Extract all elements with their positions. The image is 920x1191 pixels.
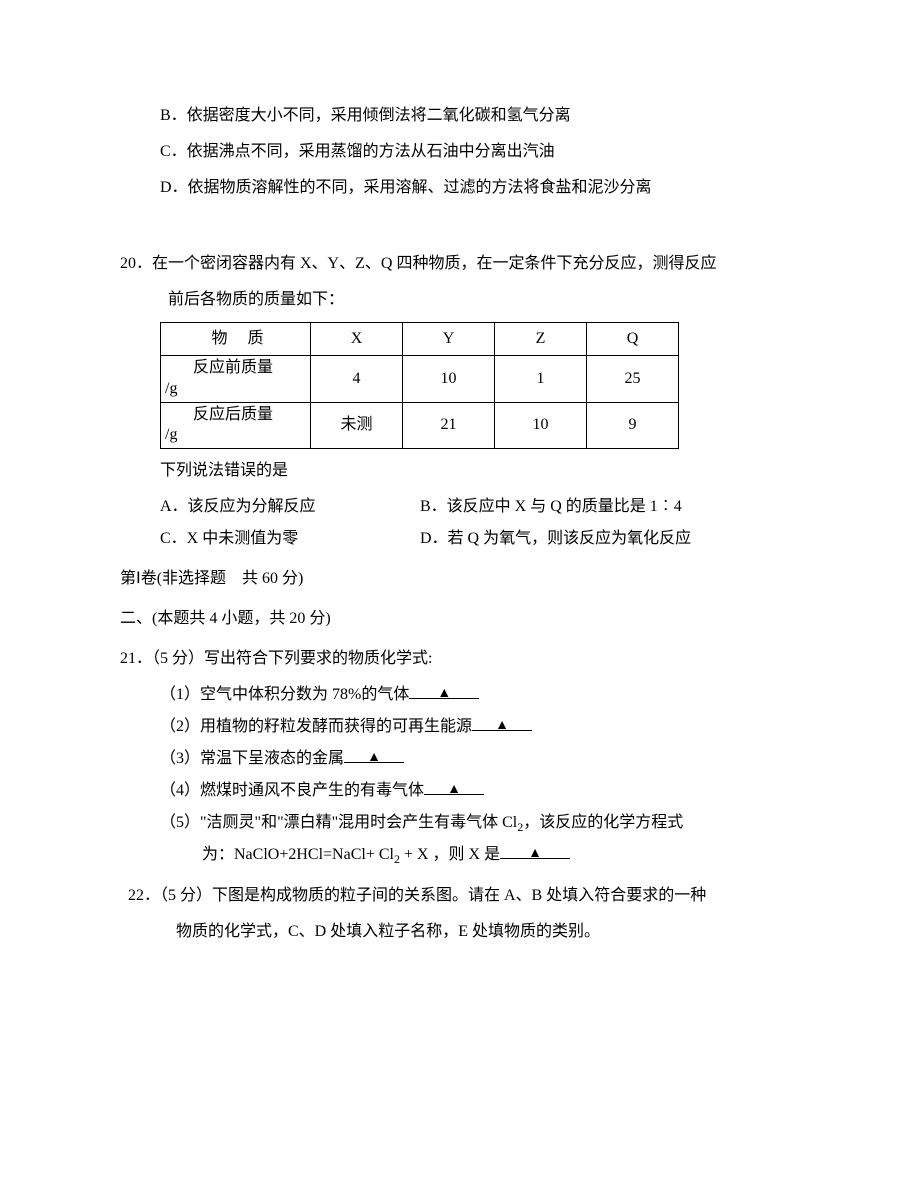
cell: 9	[587, 402, 679, 449]
q19-option-d: D．依据物质溶解性的不同，采用溶解、过滤的方法将食盐和泥沙分离	[120, 172, 800, 204]
text: （2）用植物的籽粒发酵而获得的可再生能源	[160, 718, 472, 735]
q21-item-3: （3）常温下呈液态的金属	[120, 743, 800, 775]
blank-fill[interactable]	[409, 679, 479, 699]
q20-option-a: A．该反应为分解反应	[120, 491, 420, 523]
table-row: 反应前质量 /g 4 10 1 25	[161, 356, 679, 403]
row-before-label: 反应前质量 /g	[161, 356, 311, 403]
q22-line1: 22．（5 分）下图是构成物质的粒子间的关系图。请在 A、B 处填入符合要求的一…	[120, 880, 800, 912]
text: + X ，则 X 是	[400, 846, 500, 863]
text: ，该反应的化学方程式	[523, 814, 683, 831]
q21-item-1: （1）空气中体积分数为 78%的气体	[120, 679, 800, 711]
text: 第Ⅰ卷(非选择题 共 60 分)	[120, 570, 303, 587]
table-header-z: Z	[495, 323, 587, 356]
text: （1）空气中体积分数为 78%的气体	[160, 686, 409, 703]
q21-item-2: （2）用植物的籽粒发酵而获得的可再生能源	[120, 711, 800, 743]
text: D．依据物质溶解性的不同，采用溶解、过滤的方法将食盐和泥沙分离	[160, 179, 652, 196]
cell: 10	[403, 356, 495, 403]
text: C．依据沸点不同，采用蒸馏的方法从石油中分离出汽油	[160, 143, 555, 160]
q20-stem-cont: 前后各物质的质量如下：	[120, 284, 800, 316]
q20-options-row2: C．X 中未测值为零 D．若 Q 为氧气，则该反应为氧化反应	[120, 523, 800, 555]
text: 物质的化学式，C、D 处填入粒子名称，E 处填物质的类别。	[176, 923, 600, 940]
q19-option-b: B．依据密度大小不同，采用倾倒法将二氧化碳和氢气分离	[120, 100, 800, 132]
q20-table: 物质 X Y Z Q 反应前质量 /g 4 10 1 25 反应后质量 /g 未…	[160, 322, 679, 449]
table-header-substance: 物质	[161, 323, 311, 356]
q20-which: 下列说法错误的是	[120, 455, 800, 487]
q21-item-5a: （5）"洁厕灵"和"漂白精"混用时会产生有毒气体 Cl2，该反应的化学方程式	[120, 807, 800, 839]
table-row: 物质 X Y Z Q	[161, 323, 679, 356]
cell: 1	[495, 356, 587, 403]
q21-item-4: （4）燃煤时通风不良产生的有毒气体	[120, 775, 800, 807]
blank-fill[interactable]	[344, 743, 404, 763]
text: 二、(本题共 4 小题，共 20 分)	[120, 610, 331, 627]
q20-stem: 20．在一个密闭容器内有 X、Y、Z、Q 四种物质，在一定条件下充分反应，测得反…	[120, 248, 800, 280]
text: （3）常温下呈液态的金属	[160, 750, 344, 767]
text: （5）"洁厕灵"和"漂白精"混用时会产生有毒气体 Cl	[160, 814, 517, 831]
q21-stem: 21．（5 分）写出符合下列要求的物质化学式:	[120, 643, 800, 675]
text: 21．（5 分）写出符合下列要求的物质化学式:	[120, 650, 432, 667]
cell: 10	[495, 402, 587, 449]
q20-option-d: D．若 Q 为氧气，则该反应为氧化反应	[420, 523, 691, 555]
table-header-x: X	[311, 323, 403, 356]
q20-option-c: C．X 中未测值为零	[120, 523, 420, 555]
table-header-y: Y	[403, 323, 495, 356]
cell: 21	[403, 402, 495, 449]
table-header-q: Q	[587, 323, 679, 356]
text: 20．在一个密闭容器内有 X、Y、Z、Q 四种物质，在一定条件下充分反应，测得反…	[120, 255, 716, 272]
text: 22．（5 分）下图是构成物质的粒子间的关系图。请在 A、B 处填入符合要求的一…	[128, 887, 706, 904]
text: 下列说法错误的是	[160, 462, 288, 479]
cell: 25	[587, 356, 679, 403]
section2-sub: 二、(本题共 4 小题，共 20 分)	[120, 603, 800, 635]
row-after-label: 反应后质量 /g	[161, 402, 311, 449]
text: 为：NaClO+2HCl=NaCl+ Cl	[202, 846, 394, 863]
q20-options-row1: A．该反应为分解反应 B．该反应中 X 与 Q 的质量比是 1︰4	[120, 491, 800, 523]
q20-option-b: B．该反应中 X 与 Q 的质量比是 1︰4	[420, 491, 682, 523]
section2-title: 第Ⅰ卷(非选择题 共 60 分)	[120, 563, 800, 595]
text: 前后各物质的质量如下：	[168, 291, 344, 308]
text: B．依据密度大小不同，采用倾倒法将二氧化碳和氢气分离	[160, 107, 571, 124]
blank-fill[interactable]	[424, 775, 484, 795]
blank-fill[interactable]	[500, 839, 570, 859]
blank-fill[interactable]	[472, 711, 532, 731]
q21-item-5b: 为：NaClO+2HCl=NaCl+ Cl2 + X ，则 X 是	[120, 839, 800, 871]
cell: 4	[311, 356, 403, 403]
text: （4）燃煤时通风不良产生的有毒气体	[160, 782, 424, 799]
table-row: 反应后质量 /g 未测 21 10 9	[161, 402, 679, 449]
q22-line2: 物质的化学式，C、D 处填入粒子名称，E 处填物质的类别。	[120, 916, 800, 948]
cell: 未测	[311, 402, 403, 449]
q19-option-c: C．依据沸点不同，采用蒸馏的方法从石油中分离出汽油	[120, 136, 800, 168]
